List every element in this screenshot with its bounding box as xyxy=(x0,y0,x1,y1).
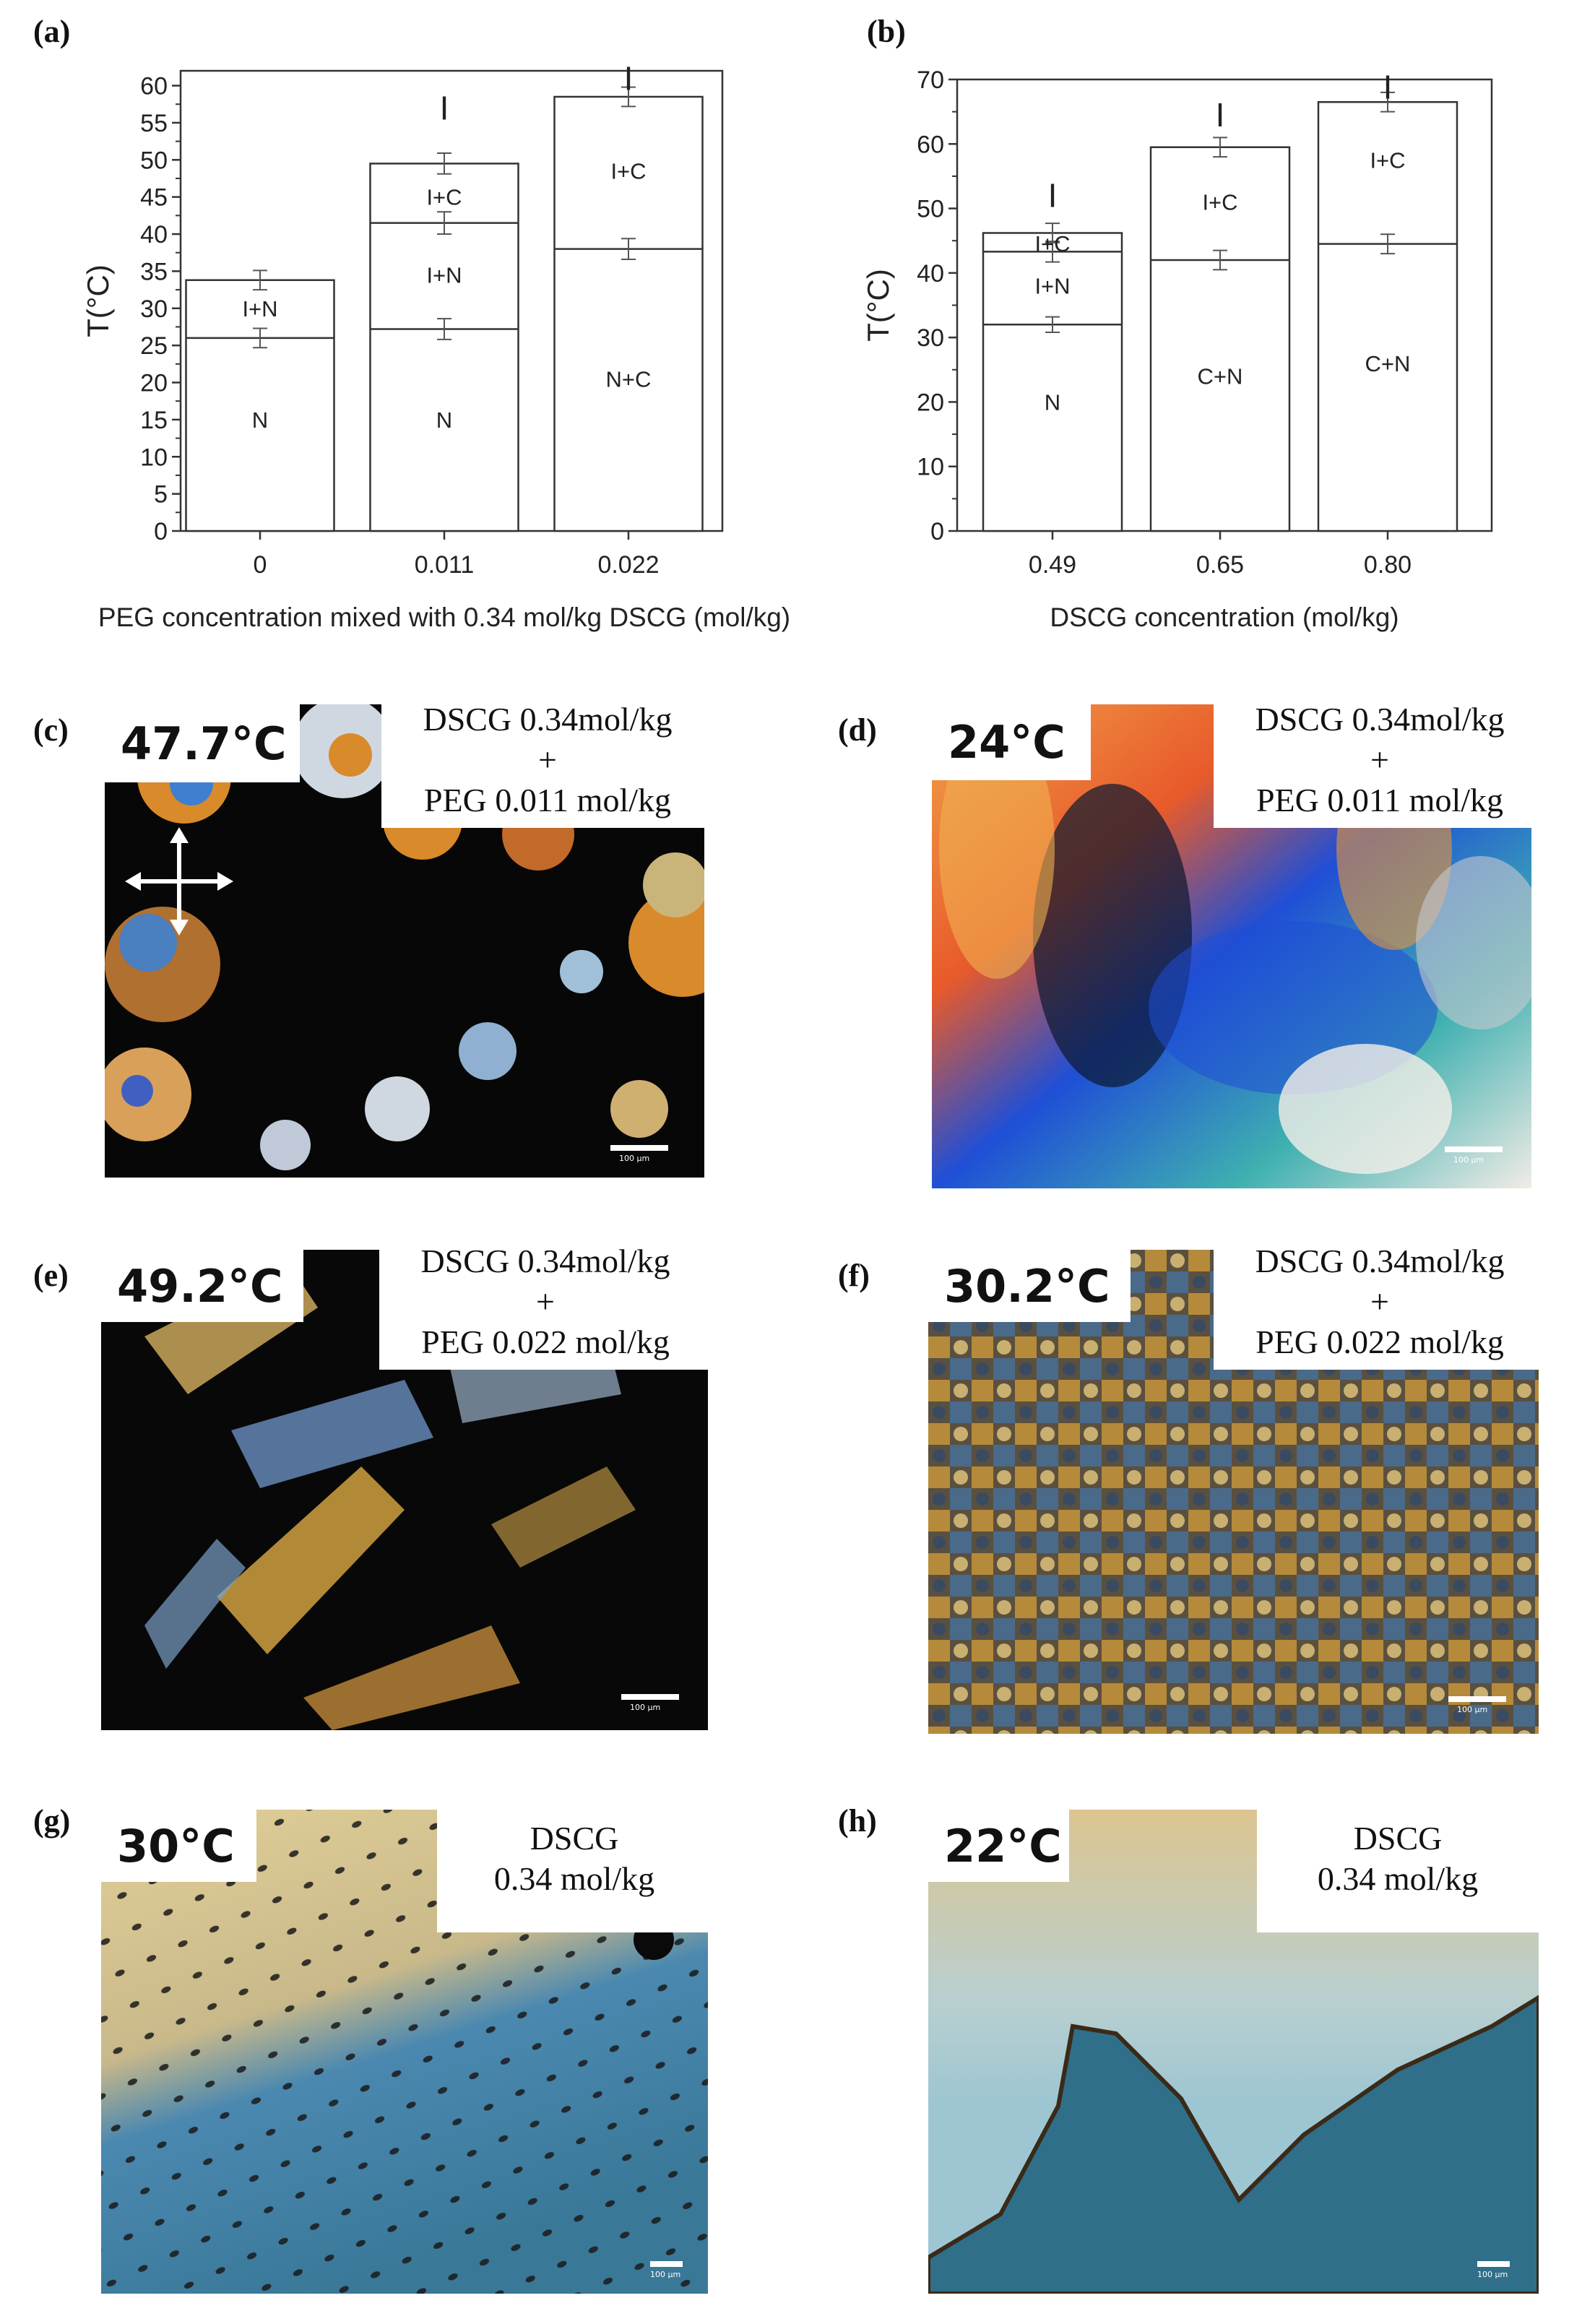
micrograph-d: 100 μm xyxy=(932,704,1531,1188)
scale-bar-c xyxy=(610,1145,668,1151)
chart-a-y-tick-label: 5 xyxy=(154,481,168,509)
chart-b-y-tick-label: 50 xyxy=(917,196,944,223)
chart-b-y-tick-label: 0 xyxy=(930,518,944,545)
chart-a-region-label: I+C xyxy=(426,185,462,210)
chart-b-y-tick-label: 60 xyxy=(917,131,944,158)
chart-a-region-label: N xyxy=(252,407,268,433)
scale-bar-d xyxy=(1445,1146,1503,1152)
chart-a-y-tick-label: 0 xyxy=(154,518,168,545)
panel-label-g: (g) xyxy=(33,1803,71,1839)
chart-a-region-label: I xyxy=(624,59,634,97)
chart-a-y-tick-label: 10 xyxy=(140,444,168,471)
panel-label-d: (d) xyxy=(838,712,877,748)
micrograph-d-texture xyxy=(932,704,1531,1188)
phase-diagram-chart-a: 0 5 10 15 20 25 30 35 40 45 50 55 60 0 0.011 0.022 N I+N N… xyxy=(81,59,790,632)
polarizer-cross-icon xyxy=(125,827,233,936)
chart-a-x-tick-label: 0.011 xyxy=(415,551,475,579)
panel-label-c: (c) xyxy=(33,712,69,748)
panel-label-a: (a) xyxy=(33,14,71,49)
chart-a-y-tick-label: 20 xyxy=(140,370,168,397)
temperature-label-c: 47.7°C xyxy=(105,704,300,782)
chart-b-y-tick-label: 10 xyxy=(917,454,944,481)
chart-b-region-label: C+N xyxy=(1198,364,1243,389)
chart-b-region-label: I+N xyxy=(1034,274,1070,299)
chart-b-region-label: I xyxy=(1216,96,1225,134)
chart-a-y-tick-label: 15 xyxy=(140,407,168,434)
chart-a-y-axis-title: T(°C) xyxy=(81,264,115,337)
chart-b-x-axis-title: DSCG concentration (mol/kg) xyxy=(1050,602,1399,632)
caption-h: DSCG 0.34 mol/kg xyxy=(1257,1810,1539,1932)
chart-b-y-tick-label: 40 xyxy=(917,260,944,288)
chart-a-region-label: I xyxy=(440,89,449,126)
chart-a-y-tick-label: 50 xyxy=(140,147,168,174)
chart-b-x-tick-label: 0.49 xyxy=(1029,551,1076,579)
panel-label-f: (f) xyxy=(838,1258,870,1293)
chart-b-x-tick-label: 0.65 xyxy=(1196,551,1244,579)
caption-f: DSCG 0.34mol/kg + PEG 0.022 mol/kg xyxy=(1214,1241,1546,1370)
scale-label-e: 100 μm xyxy=(630,1703,661,1712)
chart-a-region-label: N xyxy=(436,407,452,433)
chart-a-region-label: N+C xyxy=(606,366,652,392)
temperature-label-e: 49.2°C xyxy=(101,1250,303,1322)
chart-a-y-tick-label: 40 xyxy=(140,221,168,249)
chart-b-bar xyxy=(982,232,1123,532)
temperature-label-h: 22°C xyxy=(928,1810,1069,1882)
chart-b-bar xyxy=(1149,146,1291,532)
chart-a-y-tick-label: 35 xyxy=(140,258,168,285)
scale-label-h: 100 μm xyxy=(1477,2270,1508,2279)
caption-e: DSCG 0.34mol/kg + PEG 0.022 mol/kg xyxy=(379,1241,712,1370)
chart-b-region-label: I xyxy=(1383,69,1393,106)
caption-d: DSCG 0.34mol/kg + PEG 0.011 mol/kg xyxy=(1214,699,1546,828)
scale-bar-g xyxy=(650,2261,683,2267)
scale-label-g: 100 μm xyxy=(650,2270,681,2279)
scale-label-f: 100 μm xyxy=(1457,1705,1488,1714)
temperature-label-f: 30.2°C xyxy=(928,1250,1131,1322)
panel-label-b: (b) xyxy=(867,14,906,49)
chart-a-y-tick-label: 45 xyxy=(140,184,168,212)
temperature-label-d: 24°C xyxy=(932,704,1091,780)
chart-b-y-axis-title: T(°C) xyxy=(861,269,895,342)
chart-a-y-tick-label: 25 xyxy=(140,332,168,360)
scale-bar-f xyxy=(1448,1696,1506,1702)
chart-b-y-tick-label: 70 xyxy=(917,66,944,94)
chart-b-region-label: I+C xyxy=(1034,231,1070,256)
chart-b-region-label: I xyxy=(1048,177,1058,215)
chart-a-y-tick-label: 30 xyxy=(140,295,168,323)
chart-b-x-tick-label: 0.80 xyxy=(1364,551,1412,579)
chart-b-region-label: I+C xyxy=(1202,190,1237,215)
scale-bar-e xyxy=(621,1694,679,1700)
chart-a-x-axis-title: PEG concentration mixed with 0.34 mol/kg… xyxy=(98,602,790,632)
chart-b-y-tick-label: 20 xyxy=(917,389,944,416)
chart-a-region-label: I+C xyxy=(610,159,646,184)
chart-a-region-label: I+N xyxy=(426,263,462,288)
scale-label-c: 100 μm xyxy=(619,1154,650,1163)
chart-a-x-tick-label: 0.022 xyxy=(597,551,659,579)
temperature-label-g: 30°C xyxy=(101,1810,256,1882)
caption-c: DSCG 0.34mol/kg + PEG 0.011 mol/kg xyxy=(381,699,714,828)
chart-b-region-label: N xyxy=(1045,389,1060,415)
scale-label-d: 100 μm xyxy=(1453,1155,1484,1165)
chart-a-bar xyxy=(553,95,704,532)
scale-bar-h xyxy=(1477,2261,1510,2267)
caption-g: DSCG 0.34 mol/kg xyxy=(437,1810,712,1932)
chart-a-x-tick-label: 0 xyxy=(254,551,267,579)
chart-b-region-label: C+N xyxy=(1365,351,1411,376)
chart-b-region-label: I+C xyxy=(1370,148,1405,173)
panel-label-h: (h) xyxy=(838,1803,877,1839)
chart-a-y-tick-label: 60 xyxy=(140,73,168,100)
chart-b-bar xyxy=(1317,101,1458,532)
phase-diagram-chart-b: 0 10 20 30 40 50 60 70 0.49 0.65 0.80 N I+N I+C I C+N I+… xyxy=(861,66,1493,632)
chart-a-region-label: I+N xyxy=(242,296,277,321)
chart-b-y-tick-label: 30 xyxy=(917,324,944,352)
chart-a-y-tick-label: 55 xyxy=(140,110,168,137)
panel-label-e: (e) xyxy=(33,1258,69,1293)
